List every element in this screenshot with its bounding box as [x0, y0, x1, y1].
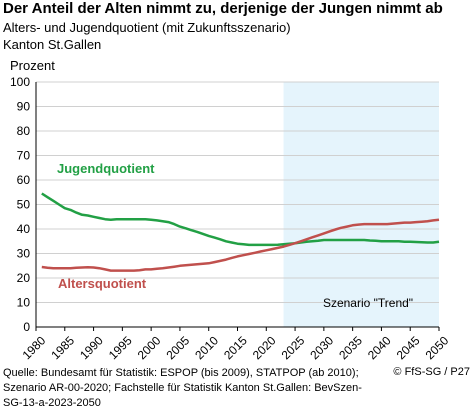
x-tick-label: 2010 — [192, 333, 221, 362]
y-axis-ticks: 0 10 20 30 40 50 60 70 80 90 100 — [10, 75, 30, 334]
grid-lines — [36, 81, 439, 303]
x-tick-label: 2050 — [423, 333, 452, 362]
x-tick-label: 2025 — [279, 333, 308, 362]
y-tick-label: 90 — [17, 100, 31, 114]
x-tick-label: 1995 — [106, 333, 135, 362]
scenario-label: Szenario "Trend" — [323, 296, 413, 310]
y-tick-label: 100 — [10, 75, 30, 89]
x-axis-ticks: 1980 1985 1990 1995 2000 2005 2010 2015 2020 2025… — [20, 327, 452, 362]
y-tick-label: 10 — [17, 296, 31, 310]
y-tick-label: 80 — [17, 124, 31, 138]
x-tick-label: 1985 — [48, 333, 77, 362]
series-line-0 — [41, 192, 440, 247]
y-tick-label: 40 — [17, 222, 31, 236]
chart-region: Kanton St.Gallen — [3, 37, 102, 52]
x-tick-label: 2035 — [336, 333, 365, 362]
series-line-1 — [41, 218, 440, 272]
chart-subtitle: Alters- und Jugendquotient (mit Zukunfts… — [3, 20, 291, 35]
x-tick-label: 1980 — [20, 333, 49, 362]
x-tick-label: 2030 — [307, 333, 336, 362]
series-label-altersquotient: Altersquotient — [58, 276, 147, 291]
series-label-jugendquotient: Jugendquotient — [57, 161, 155, 176]
x-tick-label: 2045 — [394, 333, 423, 362]
y-tick-label: 20 — [17, 271, 31, 285]
y-tick-label: 0 — [23, 320, 30, 334]
x-tick-label: 1990 — [77, 333, 106, 362]
x-tick-label: 2005 — [163, 333, 192, 362]
x-tick-label: 2020 — [250, 333, 279, 362]
y-tick-label: 70 — [17, 149, 31, 163]
x-tick-label: 2040 — [365, 333, 394, 362]
y-tick-label: 30 — [17, 247, 31, 261]
x-tick-label: 2000 — [135, 333, 164, 362]
chart-title: Der Anteil der Alten nimmt zu, derjenige… — [3, 0, 443, 17]
copyright-note: © FfS-SG / P27 — [393, 366, 470, 378]
y-tick-label: 50 — [17, 198, 31, 212]
series-lines — [41, 192, 440, 272]
x-tick-label: 2015 — [221, 333, 250, 362]
y-tick-label: 60 — [17, 173, 31, 187]
y-axis-label: Prozent — [10, 58, 55, 73]
source-note: Quelle: Bundesamt für Statistik: ESPOP (… — [3, 367, 362, 409]
